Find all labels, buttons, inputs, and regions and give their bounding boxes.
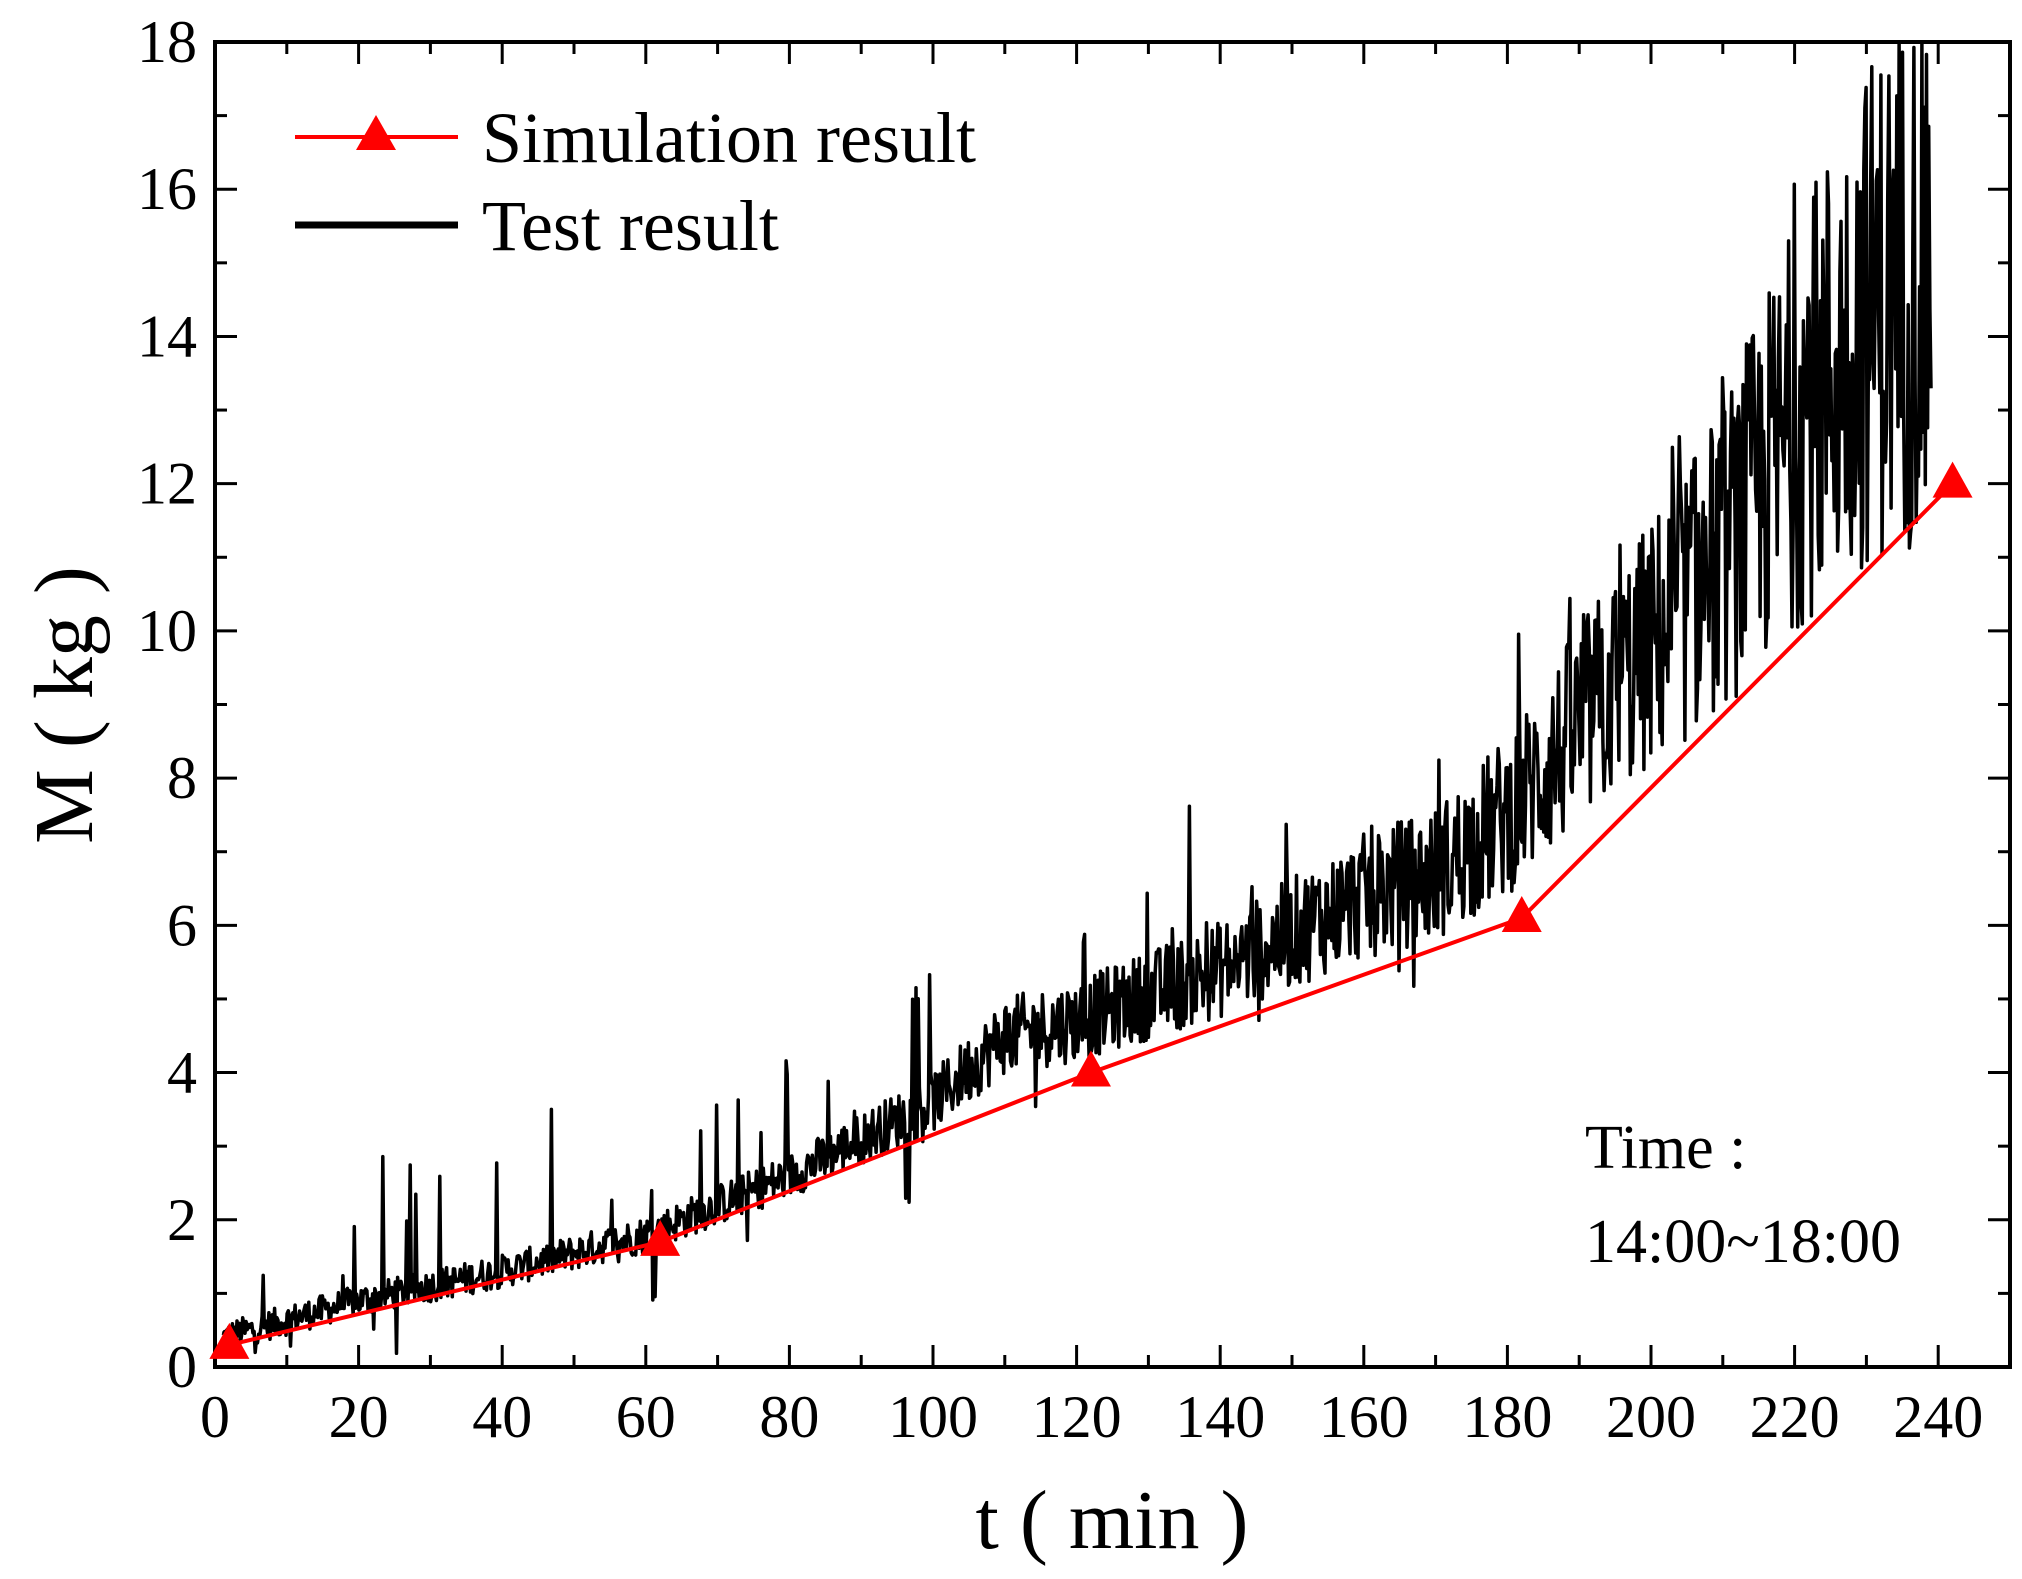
legend-label-simulation: Simulation result xyxy=(482,98,976,178)
y-tick-label: 12 xyxy=(137,451,197,517)
legend: Simulation result Test result xyxy=(295,98,976,266)
simulation-point-marker xyxy=(209,1322,250,1359)
simulation-point-marker xyxy=(1501,895,1542,932)
x-tick-label: 80 xyxy=(759,1384,819,1450)
y-tick-label: 4 xyxy=(167,1040,197,1106)
time-annotation-label: Time : xyxy=(1585,1114,1746,1182)
y-tick-label: 10 xyxy=(137,598,197,664)
x-tick-label: 180 xyxy=(1462,1384,1552,1450)
x-tick-label: 200 xyxy=(1606,1384,1696,1450)
y-tick-label: 18 xyxy=(137,9,197,75)
axis-ticks xyxy=(213,40,2012,1369)
legend-label-test: Test result xyxy=(482,186,779,266)
x-tick-label: 140 xyxy=(1175,1384,1265,1450)
x-tick-label: 40 xyxy=(472,1384,532,1450)
x-tick-label: 20 xyxy=(329,1384,389,1450)
y-tick-label: 6 xyxy=(167,892,197,958)
y-tick-label: 14 xyxy=(137,303,197,369)
y-tick-label: 16 xyxy=(137,156,197,222)
series-test-result-line xyxy=(221,40,1933,1356)
axis-tick-labels: 0 20 40 60 80 100 120 140 160 180 200 220 240 0 2 4 6 8 10… xyxy=(137,9,1983,1450)
x-tick-label: 240 xyxy=(1893,1384,1983,1450)
y-axis-title: M ( kg ) xyxy=(18,566,111,844)
x-tick-label: 0 xyxy=(200,1384,230,1450)
y-tick-label: 2 xyxy=(167,1187,197,1253)
series-layer xyxy=(209,40,1973,1359)
x-tick-label: 220 xyxy=(1750,1384,1840,1450)
x-tick-label: 120 xyxy=(1032,1384,1122,1450)
simulation-point-marker xyxy=(1932,461,1973,498)
simulation-point-marker xyxy=(1070,1050,1111,1087)
x-tick-label: 100 xyxy=(888,1384,978,1450)
legend-simulation-swatch-marker xyxy=(356,115,396,150)
x-tick-label: 60 xyxy=(616,1384,676,1450)
y-tick-label: 8 xyxy=(167,745,197,811)
simulation-point-marker xyxy=(640,1219,681,1256)
time-annotation-range: 14:00~18:00 xyxy=(1585,1208,1901,1276)
x-axis-title: t ( min ) xyxy=(976,1474,1249,1567)
y-tick-label: 0 xyxy=(167,1334,197,1400)
x-tick-label: 160 xyxy=(1319,1384,1409,1450)
